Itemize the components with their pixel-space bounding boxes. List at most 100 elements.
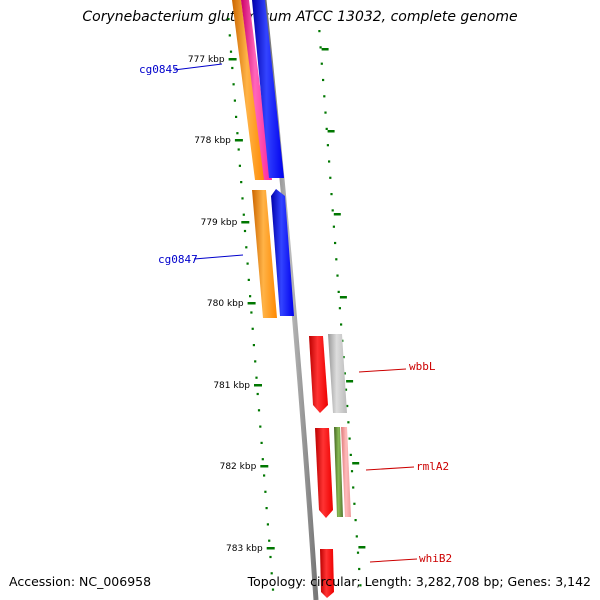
- kbp-tick-label: 778 kbp: [194, 136, 231, 146]
- ruler-dot: [264, 490, 267, 493]
- ruler-dot: [344, 388, 348, 391]
- gene-block-blue-1: [252, 0, 284, 178]
- ruler-dot: [347, 421, 350, 424]
- major-tick: [260, 465, 269, 468]
- major-tick: [254, 384, 262, 387]
- ruler-dot: [255, 376, 258, 379]
- ruler-dot: [254, 360, 257, 363]
- ruler-dot: [334, 241, 337, 245]
- ruler-dot: [346, 404, 349, 408]
- ruler-dot: [236, 132, 239, 135]
- ruler-dot: [247, 278, 250, 281]
- ruler-dot: [237, 148, 240, 151]
- ruler-dot: [232, 83, 235, 86]
- ruler-dot: [243, 229, 247, 233]
- ruler-dot: [249, 295, 252, 298]
- accession-label: Accession: NC_006958: [9, 574, 152, 589]
- ruler-dot: [349, 453, 352, 456]
- ruler-dot: [242, 213, 245, 216]
- gene-block-green: [334, 427, 343, 517]
- ruler-major-dash: [333, 213, 341, 216]
- gene-cg0847-arrow: [271, 189, 294, 316]
- major-tick: [247, 302, 256, 305]
- ruler-dot: [358, 567, 361, 571]
- ruler-dot: [263, 474, 266, 477]
- ruler-dot: [250, 311, 253, 314]
- ruler-dot: [318, 30, 321, 33]
- topology-label: Topology: circular; Length: 3,282,708 bp…: [247, 574, 591, 589]
- ruler-major-dash: [321, 48, 329, 51]
- gene-whiB2-arrow: [320, 549, 334, 598]
- ruler-dot: [245, 246, 248, 249]
- major-tick: [234, 139, 243, 142]
- major-tick: [266, 547, 275, 550]
- ruler-dot: [342, 356, 345, 359]
- ruler-dot: [324, 111, 327, 114]
- ruler-dot: [353, 502, 356, 505]
- gene-rmlA2-arrow: [315, 428, 333, 518]
- gene-block-pink-1: [241, 0, 272, 180]
- cg0847-connector: [193, 254, 244, 260]
- ruler-dot: [227, 18, 230, 21]
- ruler-dot: [328, 160, 331, 163]
- ruler-dot: [238, 164, 241, 167]
- cg0845-connector: [173, 63, 223, 71]
- gene-label-whiB2[interactable]: whiB2: [419, 552, 452, 565]
- ruler-dot: [235, 115, 238, 118]
- gene-block-salmon: [341, 427, 351, 517]
- rmlA2-connector: [365, 466, 415, 471]
- gene-label-cg0847[interactable]: cg0847: [158, 253, 198, 266]
- kbp-tick-label: 779 kbp: [201, 218, 238, 228]
- ruler-dot: [350, 470, 354, 473]
- ruler-dot: [322, 78, 325, 82]
- ruler-dot: [332, 225, 335, 228]
- kbp-tick-label: 783 kbp: [226, 544, 263, 554]
- ruler-dot: [329, 176, 332, 179]
- ruler-dot: [251, 327, 254, 330]
- ruler-major-dash: [346, 380, 354, 383]
- ruler-dot: [352, 486, 355, 489]
- gene-block-orange-1: [232, 0, 265, 180]
- ruler-dot: [266, 523, 269, 526]
- ruler-dot: [270, 572, 273, 575]
- ruler-dot: [335, 258, 338, 261]
- ruler-dot: [265, 507, 268, 510]
- ruler-dot: [337, 290, 340, 293]
- ruler-dot: [340, 323, 343, 326]
- ruler-dot: [260, 441, 263, 444]
- gene-wbbL-arrow: [309, 336, 328, 413]
- kbp-tick-label: 780 kbp: [207, 299, 244, 309]
- wbbL-connector: [358, 368, 407, 373]
- ruler-dot: [252, 344, 255, 347]
- ruler-dot: [261, 458, 264, 461]
- gene-label-wbbL[interactable]: wbbL: [409, 360, 436, 373]
- ruler-dot: [229, 50, 233, 53]
- ruler-major-dash: [327, 130, 335, 133]
- ruler-dot: [233, 99, 236, 102]
- kbp-tick-label: 781 kbp: [213, 381, 250, 391]
- ruler-major-dash: [352, 462, 360, 465]
- ruler-dot: [319, 46, 322, 49]
- ruler-dot: [269, 555, 272, 559]
- ruler-dot: [240, 181, 243, 184]
- ruler-dot: [348, 437, 351, 440]
- gene-block-orange-2: [252, 190, 277, 318]
- ruler-dot: [246, 262, 249, 265]
- gene-block-grey: [328, 334, 347, 413]
- gene-label-cg0845[interactable]: cg0845: [139, 63, 179, 76]
- right-ruler-dots: [318, 30, 366, 587]
- ruler-dot: [336, 274, 339, 277]
- gene-label-rmlA2[interactable]: rmlA2: [416, 460, 449, 473]
- major-tick: [228, 58, 237, 61]
- ruler-dot: [241, 197, 244, 200]
- ruler-dot: [271, 588, 275, 591]
- kbp-tick-label: 782 kbp: [220, 462, 257, 472]
- major-tick: [241, 221, 250, 224]
- ruler-dot: [228, 34, 231, 37]
- ruler-dot: [356, 551, 360, 554]
- ruler-dot: [259, 425, 262, 428]
- ruler-dot: [359, 584, 362, 587]
- ruler-major-dash: [358, 546, 366, 549]
- left-ruler-dots: [227, 18, 275, 591]
